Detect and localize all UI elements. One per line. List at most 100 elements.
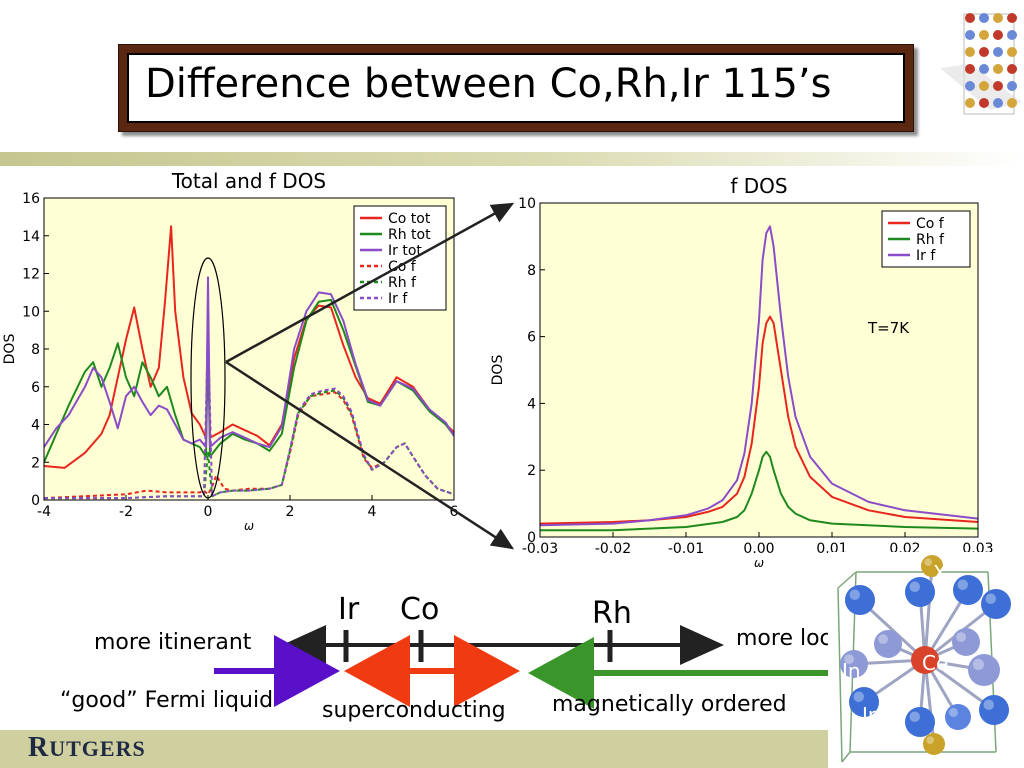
left-series-ir-f <box>44 323 454 500</box>
thumb-atom <box>993 30 1003 40</box>
thumb-atom <box>993 47 1003 57</box>
thumb-atom <box>993 81 1003 91</box>
right-x-axis-label: ω <box>754 556 764 570</box>
crystal-thumbnail-image <box>940 13 1022 115</box>
more-itinerant-label: more itinerant <box>94 630 252 655</box>
thumb-atom <box>1007 30 1017 40</box>
thumb-atom <box>1007 47 1017 57</box>
thumb-atom <box>979 30 989 40</box>
right-xtick-label: -0.02 <box>595 541 631 557</box>
thumb-atom <box>979 81 989 91</box>
right-xtick-label: -0.01 <box>668 541 704 557</box>
more-localized-label: more localized <box>736 626 830 651</box>
unit-cell-edge <box>837 571 857 589</box>
atom-label-in-upper: In <box>842 659 861 683</box>
atom-highlight <box>985 593 996 604</box>
right-ytick-label: 2 <box>527 463 536 479</box>
in-atom <box>953 575 983 605</box>
zoom-arrow-upper <box>225 202 515 364</box>
in-atom <box>840 650 868 678</box>
atom-label-in-lower: In <box>862 703 881 727</box>
left-legend-label: Rh tot <box>388 227 431 243</box>
ce-atom <box>911 646 939 674</box>
left-legend-label: Ir tot <box>388 243 422 259</box>
left-ytick-label: 16 <box>22 191 40 207</box>
thumb-atom <box>993 13 1003 23</box>
rutgers-logo: RUTGERS <box>28 732 146 763</box>
x-atom <box>921 555 943 577</box>
atom-highlight <box>926 736 934 744</box>
thumb-atom <box>979 47 989 57</box>
right-ytick-label: 4 <box>527 396 536 412</box>
left-legend-box <box>353 205 447 311</box>
atom-highlight <box>853 691 864 702</box>
in-atom <box>845 585 875 615</box>
atom-label-ce: Ce <box>922 651 948 675</box>
left-ytick-label: 0 <box>31 493 40 509</box>
right-chart: -0.03 -0.02 -0.01 0.00 0.01 0.02 0.030246810f … <box>490 174 994 570</box>
in-atom <box>905 707 935 737</box>
in-atom <box>981 589 1011 619</box>
left-series-rh-f <box>44 389 454 500</box>
right-legend-label: Co f <box>916 216 945 232</box>
thumb-atom <box>965 47 975 57</box>
left-ytick-label: 14 <box>22 229 40 245</box>
left-ytick-label: 10 <box>22 304 40 320</box>
thumb-atom <box>965 98 975 108</box>
footer-band <box>0 730 860 768</box>
right-xtick-label: -0.03 <box>522 541 558 557</box>
left-legend-label: Co tot <box>388 211 431 227</box>
atom-highlight <box>844 654 854 664</box>
left-xtick-label: 0 <box>204 504 213 520</box>
left-x-axis-label: ω <box>244 519 254 533</box>
thumb-atom <box>1007 64 1017 74</box>
left-legend-label: Ir f <box>388 291 408 307</box>
atom-highlight <box>849 589 860 600</box>
in-atom <box>979 695 1009 725</box>
header-band <box>0 152 1024 166</box>
zoom-arrow-lower <box>225 360 515 550</box>
region-label-fermi-liquid: “good” Fermi liquid <box>60 688 274 713</box>
left-ytick-label: 6 <box>31 380 40 396</box>
title-frame: Difference between Co,Rh,Ir 115’s <box>118 44 914 132</box>
left-xtick-label: 2 <box>286 504 295 520</box>
marker-label-rh: Rh <box>592 596 632 631</box>
thumb-atom <box>965 81 975 91</box>
atom-highlight <box>909 711 920 722</box>
zoom-ellipse <box>190 257 226 499</box>
thumb-atom <box>993 64 1003 74</box>
atom-highlight <box>909 581 920 592</box>
temperature-annotation: T=7K <box>867 319 910 337</box>
thumb-atom <box>993 98 1003 108</box>
marker-label-ir: Ir <box>338 592 360 627</box>
right-series-co-f <box>540 315 978 525</box>
right-legend-label: Rh f <box>916 232 945 248</box>
right-y-axis-label: DOS <box>490 355 506 386</box>
atom-highlight <box>957 579 968 590</box>
in-atom <box>952 628 980 656</box>
atom-highlight <box>948 707 958 717</box>
left-xtick-label: -2 <box>119 504 133 520</box>
region-label-magnetically-ordered: magnetically ordered <box>552 692 787 717</box>
unit-cell-edge <box>841 751 851 763</box>
in-atom <box>968 654 1000 686</box>
left-y-axis-label: DOS <box>2 334 18 365</box>
thumb-atom <box>979 64 989 74</box>
thumb-atom <box>979 98 989 108</box>
crystal-structure-image: X In Ce In <box>828 552 1024 768</box>
in-atom <box>945 704 971 730</box>
left-chart: -4 -2 0 2 4 6 0 2 4 6 8 10 12 14 16 Total and f DOS ω DOS… <box>2 169 459 533</box>
right-ytick-label: 0 <box>527 530 536 546</box>
left-ytick-label: 2 <box>31 455 40 471</box>
left-legend-label: Rh f <box>388 275 417 291</box>
in-atom <box>874 630 902 658</box>
slide-title: Difference between Co,Rh,Ir 115’s <box>145 61 832 107</box>
thumb-atom <box>1007 81 1017 91</box>
right-ytick-label: 6 <box>527 330 536 346</box>
title-box: Difference between Co,Rh,Ir 115’s <box>127 53 905 123</box>
atom-highlight <box>878 634 888 644</box>
right-xtick-label: 0.00 <box>743 541 774 557</box>
atom-highlight <box>924 558 932 566</box>
marker-label-co: Co <box>400 592 440 627</box>
